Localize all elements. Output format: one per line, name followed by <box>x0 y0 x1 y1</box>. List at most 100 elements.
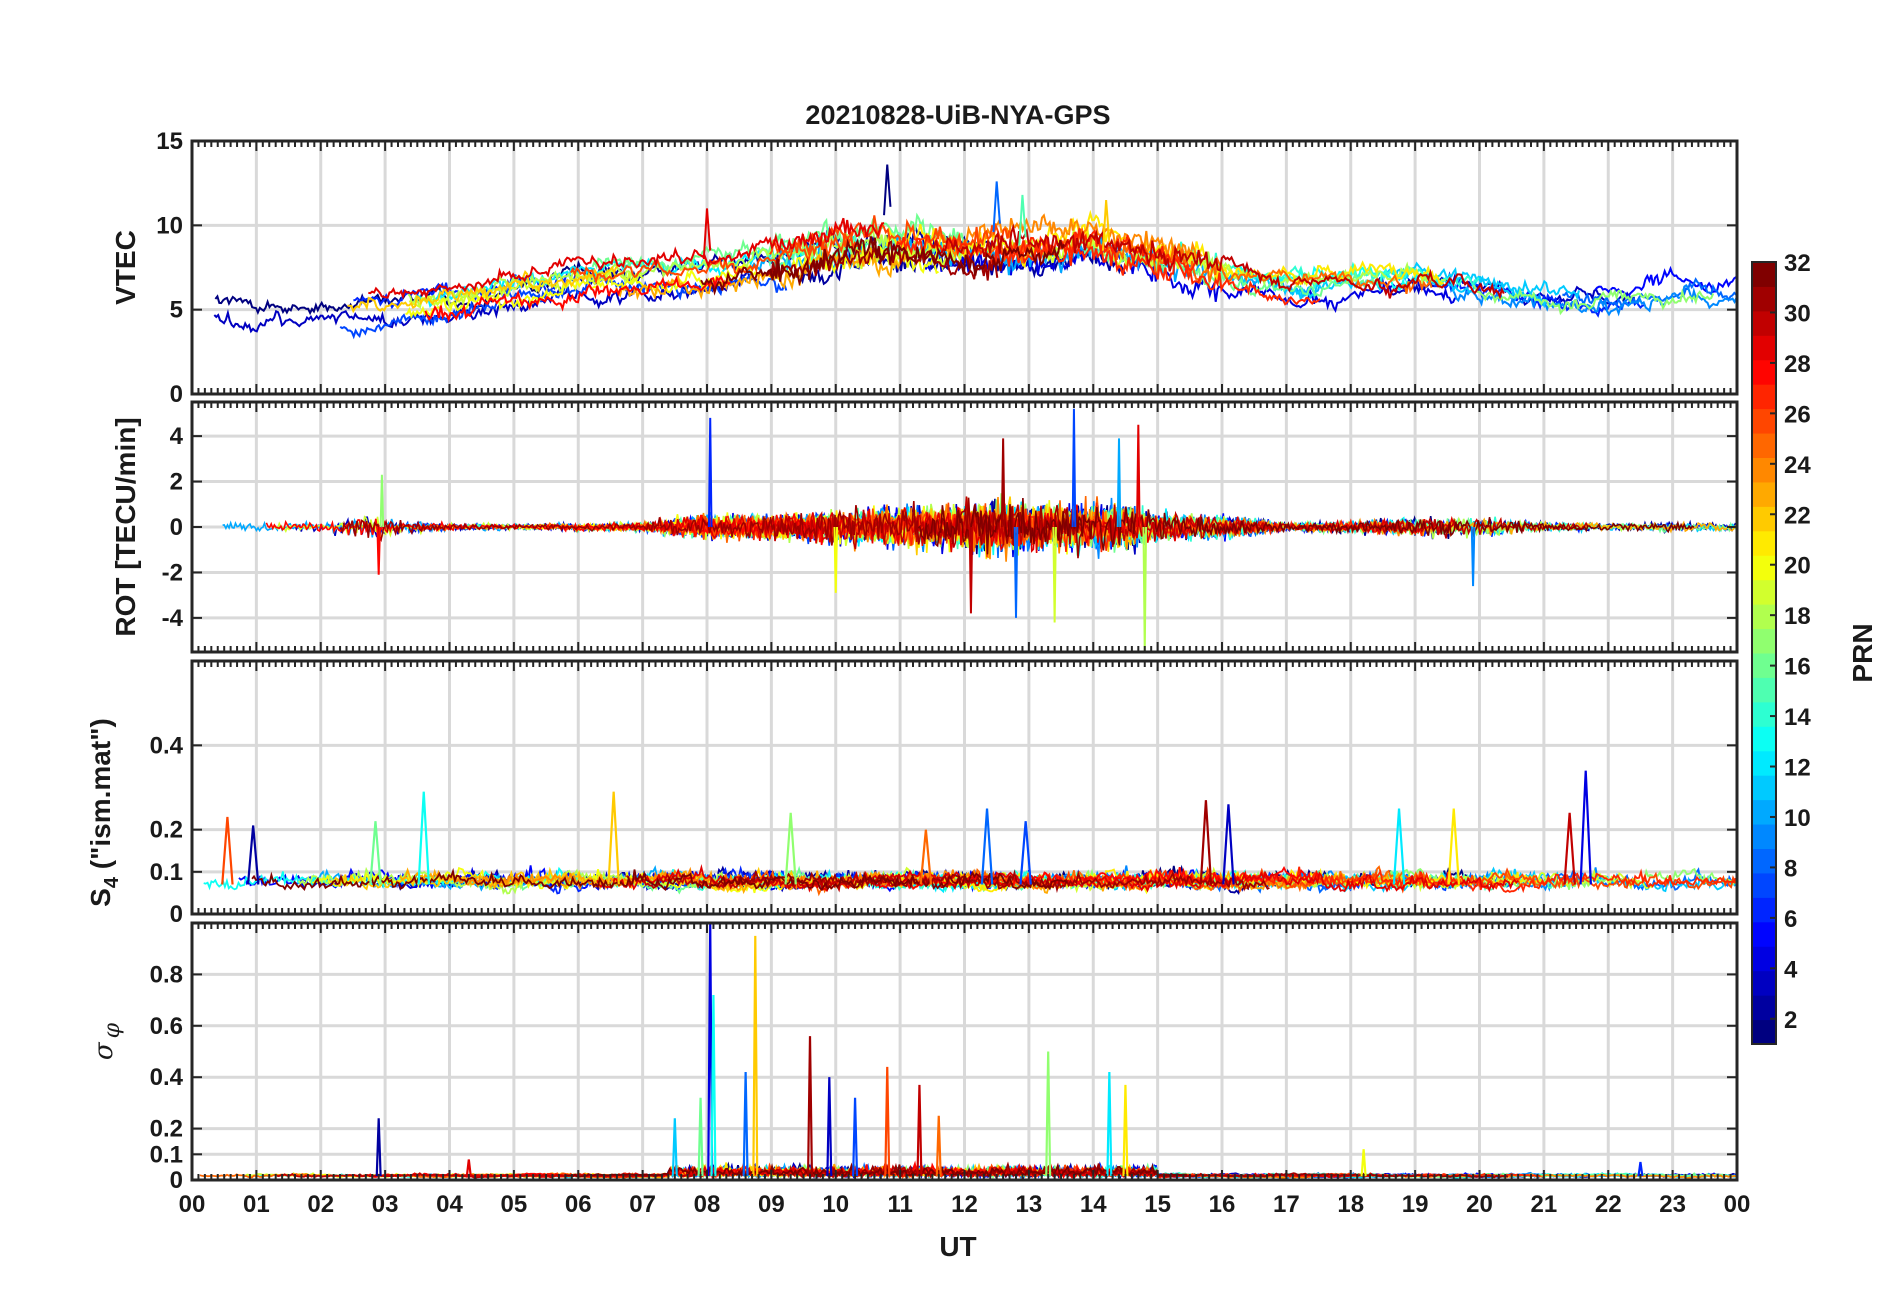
rot-spike <box>1071 408 1077 528</box>
s4-spike <box>417 791 430 885</box>
colorbar-tick-label: 4 <box>1784 956 1798 983</box>
y-tick-label: 0 <box>170 901 183 928</box>
y-axis-label: S4 ("ism.mat") <box>85 718 123 907</box>
colorbar-swatch <box>1752 628 1776 654</box>
colorbar-swatch <box>1752 970 1776 996</box>
rot-spike <box>707 417 713 528</box>
x-tick-label: 04 <box>436 1191 463 1218</box>
sigma-phi-spike <box>935 1115 942 1177</box>
y-axis-label: ROT [TECU/min] <box>110 417 141 636</box>
y-axis-label: σφ <box>89 1022 125 1060</box>
colorbar-swatch <box>1752 457 1776 483</box>
vtec-series-trace <box>1472 284 1715 316</box>
s4-spike <box>1392 808 1406 885</box>
colorbar-swatch <box>1752 310 1776 336</box>
colorbar-swatch <box>1752 359 1776 385</box>
rot-spike <box>1000 438 1006 528</box>
colorbar-tick-label: 28 <box>1784 351 1811 378</box>
colorbar-tick-label: 12 <box>1784 755 1811 782</box>
data-traces <box>203 770 1737 897</box>
s4-spike <box>1222 804 1235 885</box>
sigma-phi-spike <box>916 1084 923 1177</box>
colorbar-swatch <box>1752 750 1776 776</box>
sigma-phi-spike <box>1106 1072 1113 1177</box>
vtec-series-trace <box>339 274 788 340</box>
s4-spike <box>1579 770 1592 885</box>
vtec-series-trace <box>368 217 885 300</box>
colorbar-swatch <box>1752 604 1776 630</box>
s4-spike <box>1199 800 1213 885</box>
y-tick-label: 0.8 <box>150 961 183 988</box>
x-tick-label: 01 <box>243 1191 270 1218</box>
rot-spike <box>968 526 974 614</box>
x-tick-label: 21 <box>1531 1191 1558 1218</box>
x-tick-label: 12 <box>951 1191 978 1218</box>
sigma-phi-spike <box>1360 1149 1367 1177</box>
s4-series-trace <box>718 869 1270 894</box>
vtec-series-trace <box>765 234 968 274</box>
colorbar-swatch <box>1752 433 1776 458</box>
sigma-phi-series-trace <box>565 1162 1188 1178</box>
colorbar-tick-label: 14 <box>1784 704 1811 731</box>
colorbar-tick-label: 22 <box>1784 502 1811 529</box>
vtec-series-trace <box>424 275 732 323</box>
colorbar-swatch <box>1752 555 1776 581</box>
rot-spike <box>1470 526 1476 587</box>
vtec-peak <box>883 164 892 216</box>
x-tick-label: 05 <box>501 1191 528 1218</box>
panel-4: 00.10.2 0.4 0.6 0.8 σφ <box>89 921 1739 1194</box>
y-tick-label: 5 <box>170 297 183 324</box>
x-tick-label: 02 <box>307 1191 334 1218</box>
x-tick-label: 10 <box>822 1191 849 1218</box>
colorbar-tick-label: 18 <box>1784 603 1811 630</box>
rot-spike <box>1136 424 1141 528</box>
vtec-series-trace <box>408 269 644 309</box>
data-traces <box>222 408 1737 652</box>
sigma-phi-spike <box>465 1159 472 1177</box>
x-tick-label: 19 <box>1402 1191 1429 1218</box>
gridlines <box>192 661 1737 914</box>
rot-spike <box>1142 526 1148 652</box>
sigma-phi-spike <box>710 994 717 1177</box>
colorbar-swatch <box>1752 799 1776 825</box>
x-tick-label: 06 <box>565 1191 592 1218</box>
vtec-peak <box>992 181 1001 233</box>
colorbar-swatch <box>1752 481 1776 507</box>
colorbar-swatch <box>1752 579 1776 605</box>
y-tick-label: 0.4 <box>150 1064 184 1091</box>
vtec-series-trace <box>615 244 907 301</box>
colorbar-swatch <box>1752 335 1776 361</box>
colorbar-swatch <box>1752 262 1776 287</box>
x-tick-label: 11 <box>887 1191 912 1218</box>
sigma-phi-spike <box>806 1036 814 1177</box>
vtec-series-trace <box>213 266 758 334</box>
rot-spike <box>1052 526 1057 623</box>
y-tick-label: 0.4 <box>150 732 184 759</box>
s4-spike <box>919 829 933 885</box>
colorbar-swatch <box>1752 384 1776 410</box>
rot-spike <box>1116 438 1122 528</box>
y-tick-label: 0.2 <box>150 1116 183 1143</box>
colorbar-tick-label: 20 <box>1784 553 1811 580</box>
vtec-peak <box>1018 194 1027 246</box>
colorbar-swatch <box>1752 1019 1776 1045</box>
colorbar-label: PRN <box>1847 623 1878 682</box>
sigma-phi-spike <box>1122 1084 1129 1177</box>
x-tick-label: 09 <box>758 1191 785 1218</box>
x-tick-label: 14 <box>1080 1191 1107 1218</box>
sigma-phi-spike <box>697 1097 704 1177</box>
sigma-phi-spike <box>375 1118 382 1177</box>
tick-marks <box>191 923 1738 1181</box>
x-tick-label: 07 <box>629 1191 656 1218</box>
s4-spike <box>1019 821 1032 885</box>
colorbar-swatch <box>1752 775 1776 801</box>
colorbar-swatch <box>1752 995 1776 1021</box>
rot-spike <box>1013 526 1019 618</box>
x-tick-label: 23 <box>1659 1191 1686 1218</box>
sigma-phi-spike <box>752 935 759 1177</box>
sigma-phi-spike <box>671 1118 678 1177</box>
colorbar-tick-label: 10 <box>1784 805 1811 832</box>
colorbar-swatch <box>1752 921 1776 947</box>
panel-3: 0 0.1 0.2 0.4 S4 ("ism.mat") <box>85 659 1739 928</box>
